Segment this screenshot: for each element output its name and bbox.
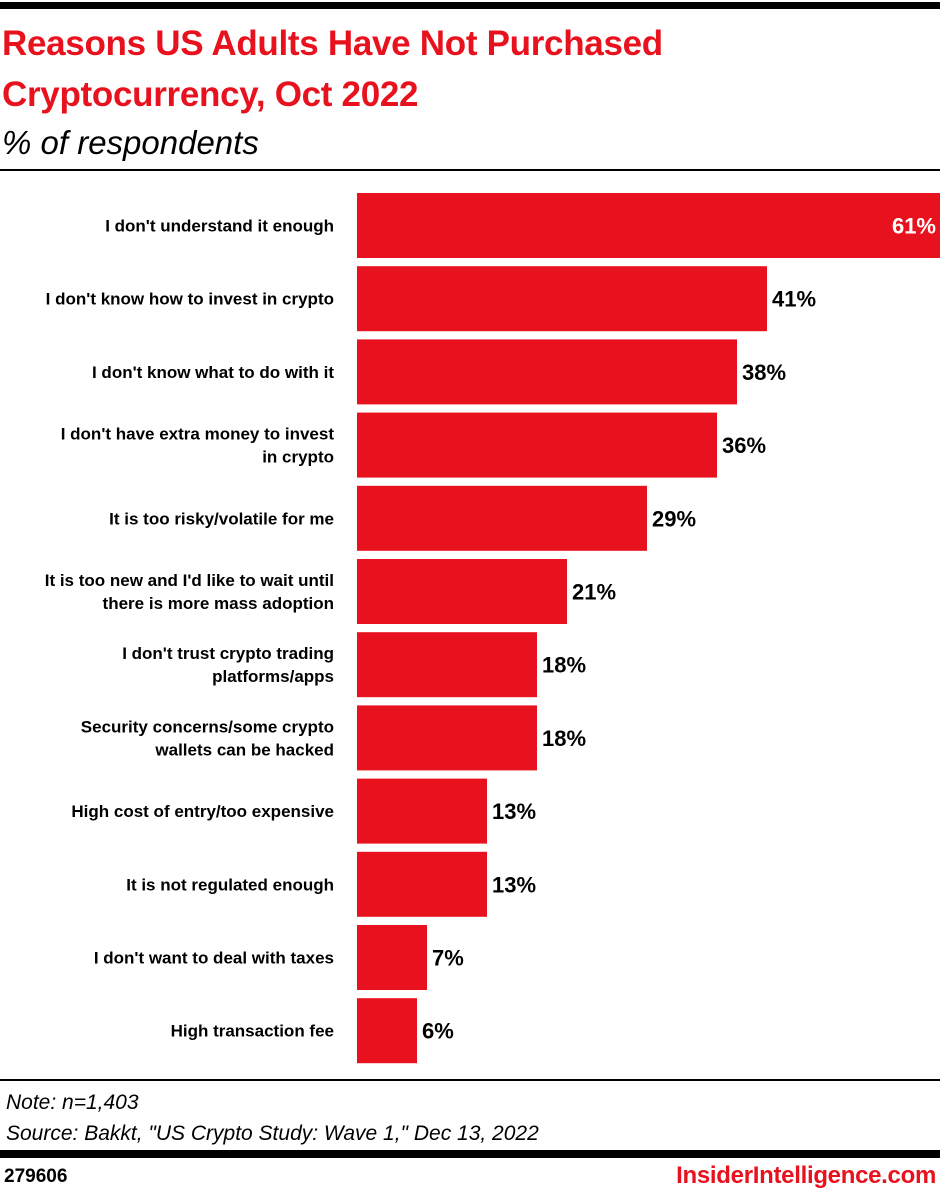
bar xyxy=(357,193,940,258)
chart-note: Note: n=1,403 xyxy=(6,1091,139,1114)
bottom-rule xyxy=(0,1150,940,1158)
bar xyxy=(357,412,717,478)
category-label: Security concerns/some crypto xyxy=(81,717,334,736)
value-label: 36% xyxy=(722,433,766,458)
category-label: It is too new and I'd like to wait until xyxy=(45,571,334,590)
category-label: there is more mass adoption xyxy=(103,594,334,613)
chart-source: Source: Bakkt, "US Crypto Study: Wave 1,… xyxy=(6,1122,539,1145)
chart-id: 279606 xyxy=(4,1166,68,1187)
top-rule xyxy=(0,2,940,9)
value-label: 38% xyxy=(742,360,786,385)
bar xyxy=(357,266,767,332)
category-label: I don't have extra money to invest xyxy=(61,425,335,444)
category-label: wallets can be hacked xyxy=(154,740,334,759)
category-label: High transaction fee xyxy=(171,1022,334,1041)
value-label: 41% xyxy=(772,287,816,312)
value-label: 29% xyxy=(652,506,696,531)
title-line-1: Reasons US Adults Have Not Purchased xyxy=(2,24,663,63)
value-label: 6% xyxy=(422,1019,454,1044)
bar xyxy=(357,632,537,698)
chart-title: Reasons US Adults Have Not Purchased Cry… xyxy=(2,18,932,120)
brand-link[interactable]: InsiderIntelligence.com xyxy=(676,1162,936,1189)
category-label: I don't know how to invest in crypto xyxy=(46,290,334,309)
header-rule xyxy=(0,169,940,171)
category-label: I don't know what to do with it xyxy=(92,363,334,382)
category-label: It is not regulated enough xyxy=(126,875,334,894)
category-label: I don't understand it enough xyxy=(105,217,334,236)
category-label: in crypto xyxy=(262,448,334,467)
category-label: I don't want to deal with taxes xyxy=(94,949,334,968)
title-line-2: Cryptocurrency, Oct 2022 xyxy=(2,75,419,114)
chart-subtitle: % of respondents xyxy=(2,124,259,161)
category-label: High cost of entry/too expensive xyxy=(71,802,334,821)
bar xyxy=(357,925,427,990)
value-label: 13% xyxy=(492,872,536,897)
value-label: 18% xyxy=(542,726,586,751)
value-label: 61% xyxy=(892,214,936,239)
value-label: 21% xyxy=(572,580,616,605)
category-label: I don't trust crypto trading xyxy=(122,644,334,663)
bar xyxy=(357,998,417,1064)
bar xyxy=(357,559,567,624)
footer-rule xyxy=(0,1079,940,1081)
category-label: It is too risky/volatile for me xyxy=(109,509,334,528)
value-label: 7% xyxy=(432,946,464,971)
value-label: 13% xyxy=(492,799,536,824)
bar xyxy=(357,705,537,771)
value-label: 18% xyxy=(542,653,586,678)
bar xyxy=(357,778,487,844)
bar xyxy=(357,851,487,917)
bar xyxy=(357,485,647,551)
bar xyxy=(357,339,737,405)
category-label: platforms/apps xyxy=(212,667,334,686)
